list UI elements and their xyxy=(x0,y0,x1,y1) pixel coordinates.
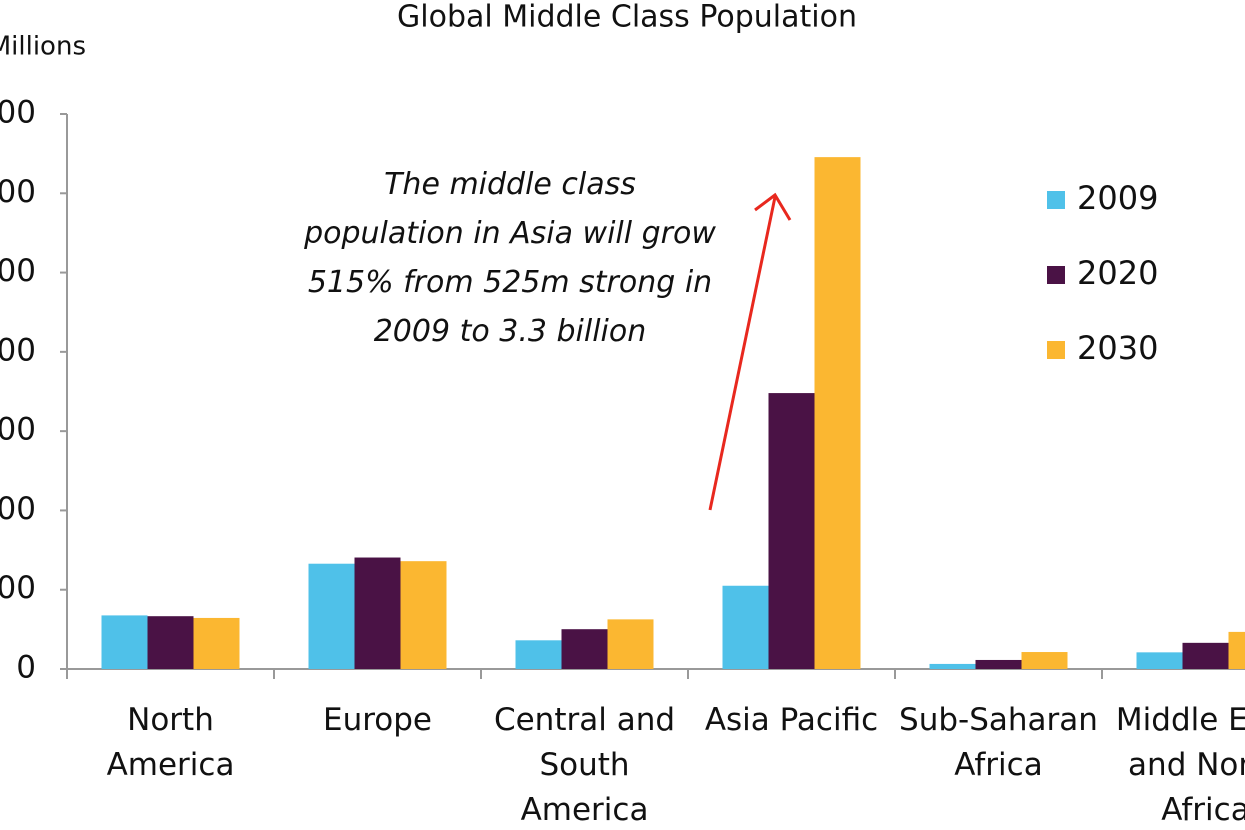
x-tick-label: Middle East and North Africa xyxy=(1115,702,1245,828)
bar xyxy=(1228,631,1245,669)
bar xyxy=(354,557,401,669)
bar xyxy=(1021,652,1068,669)
x-tick-label: Asia Pacific xyxy=(704,702,879,738)
annotation: The middle class population in Asia will… xyxy=(304,167,716,349)
y-tick-label: 1500 xyxy=(0,412,36,448)
x-tick-label: Central and South America xyxy=(493,702,676,828)
legend-label: 2009 xyxy=(1077,179,1158,217)
bar xyxy=(975,659,1022,669)
bar xyxy=(400,561,447,669)
y-tick-label: 2500 xyxy=(0,253,36,289)
bar xyxy=(147,616,194,669)
x-tick-label: Europe xyxy=(322,702,432,738)
bar xyxy=(1182,642,1229,669)
annotation-arrow-head xyxy=(754,192,792,221)
bar xyxy=(814,157,861,670)
y-axis-label: Millions xyxy=(0,32,86,62)
legend-label: 2030 xyxy=(1077,329,1158,367)
bar xyxy=(193,617,240,669)
x-tick-label: North America xyxy=(106,702,235,783)
chart-title: Global Middle Class Population xyxy=(397,0,857,35)
bar xyxy=(515,640,562,669)
bar xyxy=(929,663,976,669)
bar xyxy=(561,629,608,669)
y-tick-label: 500 xyxy=(0,570,36,606)
legend-label: 2020 xyxy=(1077,254,1158,292)
bar xyxy=(607,619,654,669)
bar xyxy=(722,585,769,669)
legend-swatch xyxy=(1047,191,1065,209)
legend-swatch xyxy=(1047,266,1065,284)
y-tick-label: 0 xyxy=(16,650,36,686)
y-tick-label: 3500 xyxy=(0,95,36,131)
annotation-arrow xyxy=(708,196,777,511)
bar xyxy=(101,615,148,669)
bar xyxy=(308,563,355,669)
y-tick-label: 1000 xyxy=(0,491,36,527)
x-tick-label: Sub-Saharan Africa xyxy=(899,702,1098,783)
bar xyxy=(1136,652,1183,669)
bar xyxy=(768,393,815,669)
y-tick-label: 2000 xyxy=(0,332,36,368)
y-tick-label: 3000 xyxy=(0,174,36,210)
legend-swatch xyxy=(1047,341,1065,359)
